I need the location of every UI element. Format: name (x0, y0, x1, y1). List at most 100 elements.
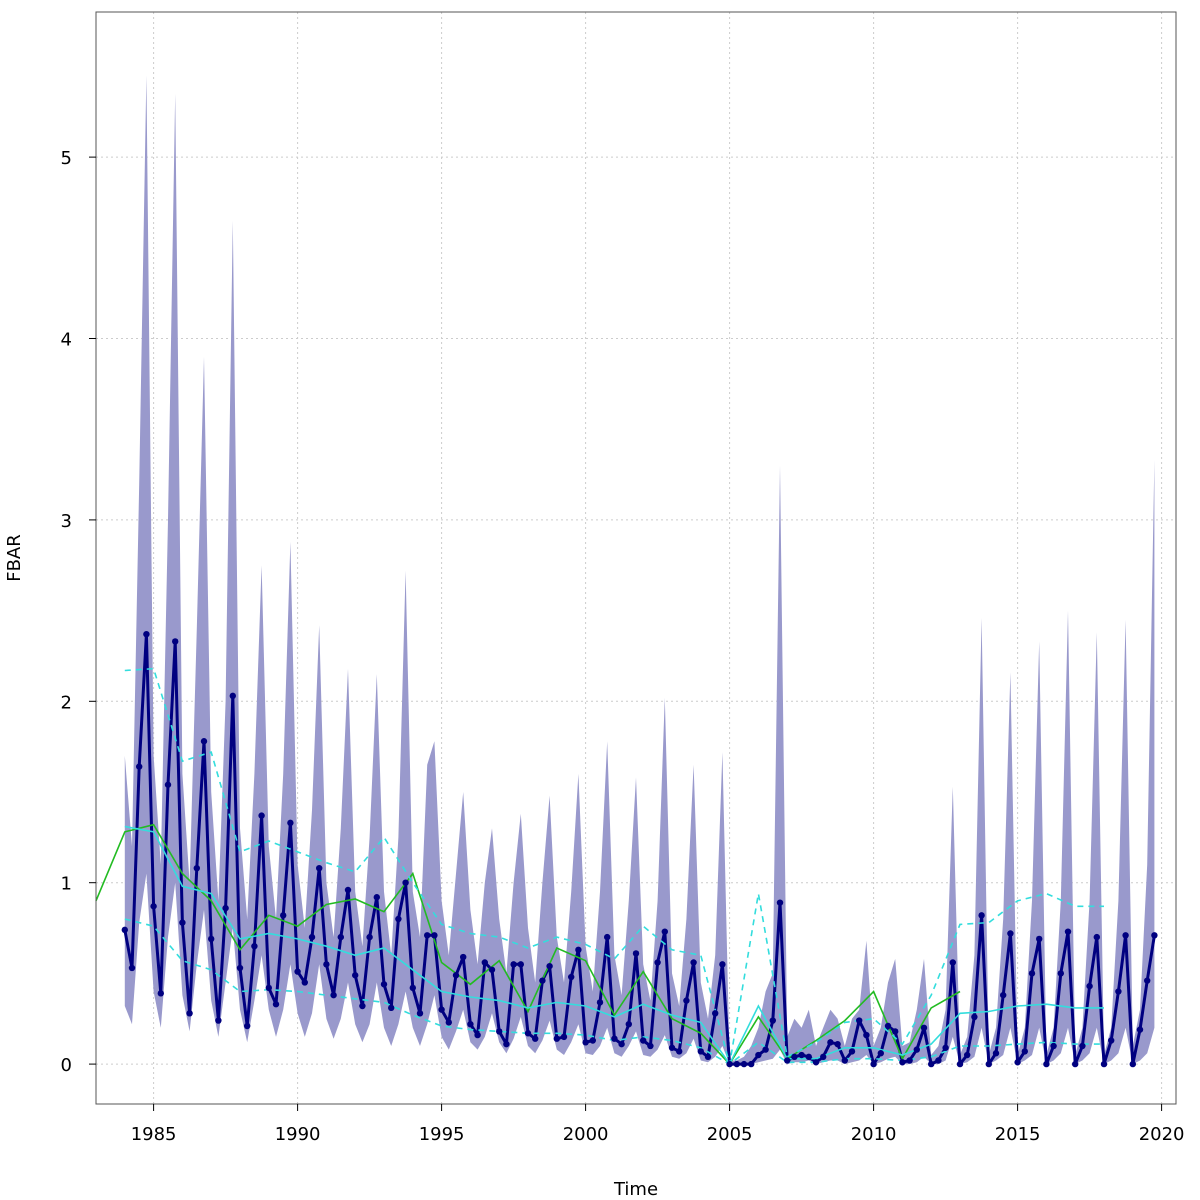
quarterly-fbar-point (582, 1039, 589, 1046)
quarterly-fbar-point (992, 1050, 1000, 1057)
quarterly-fbar-point (668, 1044, 676, 1051)
y-tick-label: 2 (61, 692, 72, 713)
quarterly-fbar-point (863, 1031, 870, 1039)
quarterly-fbar-point (870, 1060, 877, 1068)
y-tick-label: 3 (61, 511, 72, 532)
quarterly-fbar-point (1043, 1060, 1050, 1068)
quarterly-fbar-point (892, 1028, 899, 1035)
quarterly-fbar-point (935, 1057, 942, 1064)
annual-green-line (95, 823, 961, 1066)
quarterly-fbar-point (1050, 1042, 1057, 1050)
quarterly-fbar-point (1100, 1060, 1108, 1068)
quarterly-fbar-point (1115, 988, 1122, 995)
quarterly-fbar-point (424, 932, 431, 939)
quarterly-fbar-point (640, 1037, 647, 1044)
y-tick-label: 1 (61, 874, 72, 895)
cyan-mid-line (124, 825, 1104, 1066)
confidence-band (124, 75, 1155, 1065)
quarterly-fbar-point (416, 1010, 424, 1017)
axes: 1985 1990 1995 2000 2005 2010 2015 2020 0 1 2 3 4 5 (61, 148, 1185, 1145)
quarterly-fbar-point (1007, 930, 1014, 937)
quarterly-fbar-point (388, 1004, 395, 1012)
quarterly-fbar-point (409, 984, 416, 992)
quarterly-fbar-point (222, 904, 229, 912)
quarterly-fbar-point (1072, 1060, 1079, 1068)
quarterly-fbar-point (776, 899, 784, 906)
quarterly-fbar-point (510, 961, 517, 968)
quarterly-fbar-point (762, 1046, 769, 1053)
quarterly-fbar-point (1036, 935, 1043, 943)
quarterly-fbar-point (179, 919, 186, 926)
quarterly-fbar-point (503, 1040, 510, 1048)
quarterly-fbar-point (186, 1010, 193, 1017)
quarterly-fbar-point (150, 903, 157, 910)
quarterly-fbar-point (784, 1057, 791, 1064)
quarterly-fbar-point (1028, 970, 1036, 977)
quarterly-fbar-point (712, 1010, 719, 1017)
quarterly-fbar-point (1014, 1059, 1021, 1066)
quarterly-fbar-point (323, 961, 330, 968)
quarterly-fbar-point (805, 1053, 812, 1061)
quarterly-fbar-line (123, 632, 1156, 1066)
quarterly-fbar-point (877, 1050, 884, 1057)
quarterly-fbar-point (676, 1048, 683, 1055)
x-tick-label: 2015 (995, 1124, 1041, 1145)
quarterly-fbar-point (517, 961, 524, 968)
cyan-upper-dashed-line (124, 667, 1104, 1065)
quarterly-fbar-point (1093, 933, 1101, 941)
quarterly-fbar-point (611, 1035, 618, 1042)
quarterly-fbar-point (172, 638, 179, 645)
quarterly-fbar-point (1057, 970, 1065, 977)
quarterly-fbar-point (568, 973, 575, 981)
quarterly-fbar-point (949, 959, 956, 966)
quarterly-fbar-point (625, 1020, 632, 1028)
quarterly-fbar-point (157, 990, 164, 997)
x-tick-label: 2020 (1139, 1124, 1185, 1145)
x-tick-label: 2005 (707, 1124, 753, 1145)
quarterly-fbar-point (971, 1013, 978, 1021)
quarterly-fbar-point (632, 950, 640, 957)
quarterly-fbar-point (121, 926, 128, 934)
quarterly-fbar-point (1086, 982, 1093, 990)
quarterly-fbar-point (798, 1051, 805, 1059)
quarterly-fbar-point (251, 942, 258, 950)
quarterly-fbar-point (647, 1042, 654, 1050)
quarterly-fbar-point (445, 1019, 452, 1026)
quarterly-fbar-point (856, 1017, 863, 1024)
quarterly-fbar-point (460, 953, 467, 961)
quarterly-fbar-point (452, 972, 460, 979)
quarterly-fbar-point (352, 972, 359, 979)
y-tick-label: 4 (61, 330, 72, 351)
quarterly-fbar-point (1079, 1042, 1086, 1050)
x-tick-label: 2010 (851, 1124, 897, 1145)
quarterly-fbar-point (604, 933, 611, 941)
quarterly-fbar-point (316, 864, 323, 872)
quarterly-fbar-point (164, 781, 172, 788)
quarterly-fbar-point (337, 933, 344, 941)
quarterly-fbar-point (366, 933, 373, 941)
quarterly-fbar-point (1136, 1026, 1144, 1033)
quarterly-points (121, 630, 1158, 1068)
quarterly-fbar-point (380, 981, 388, 988)
quarterly-fbar-point (697, 1048, 704, 1055)
quarterly-fbar-point (596, 999, 604, 1006)
quarterly-fbar-point (208, 935, 215, 943)
quarterly-fbar-point (791, 1053, 798, 1061)
quarterly-fbar-point (553, 1035, 560, 1042)
quarterly-fbar-point (431, 932, 438, 939)
quarterly-fbar-point (280, 912, 287, 919)
x-tick-label: 2000 (563, 1124, 609, 1145)
quarterly-fbar-point (834, 1040, 841, 1048)
quarterly-fbar-point (733, 1060, 740, 1068)
quarterly-fbar-point (906, 1057, 913, 1064)
quarterly-fbar-point (532, 1035, 539, 1042)
quarterly-fbar-point (265, 984, 272, 992)
quarterly-fbar-point (488, 966, 496, 973)
quarterly-fbar-point (913, 1046, 920, 1053)
quarterly-fbar-point (1151, 932, 1158, 939)
quarterly-fbar-point (654, 959, 661, 966)
quarterly-fbar-point (1129, 1060, 1137, 1068)
quarterly-fbar-point (1122, 932, 1129, 939)
quarterly-fbar-point (136, 763, 143, 770)
